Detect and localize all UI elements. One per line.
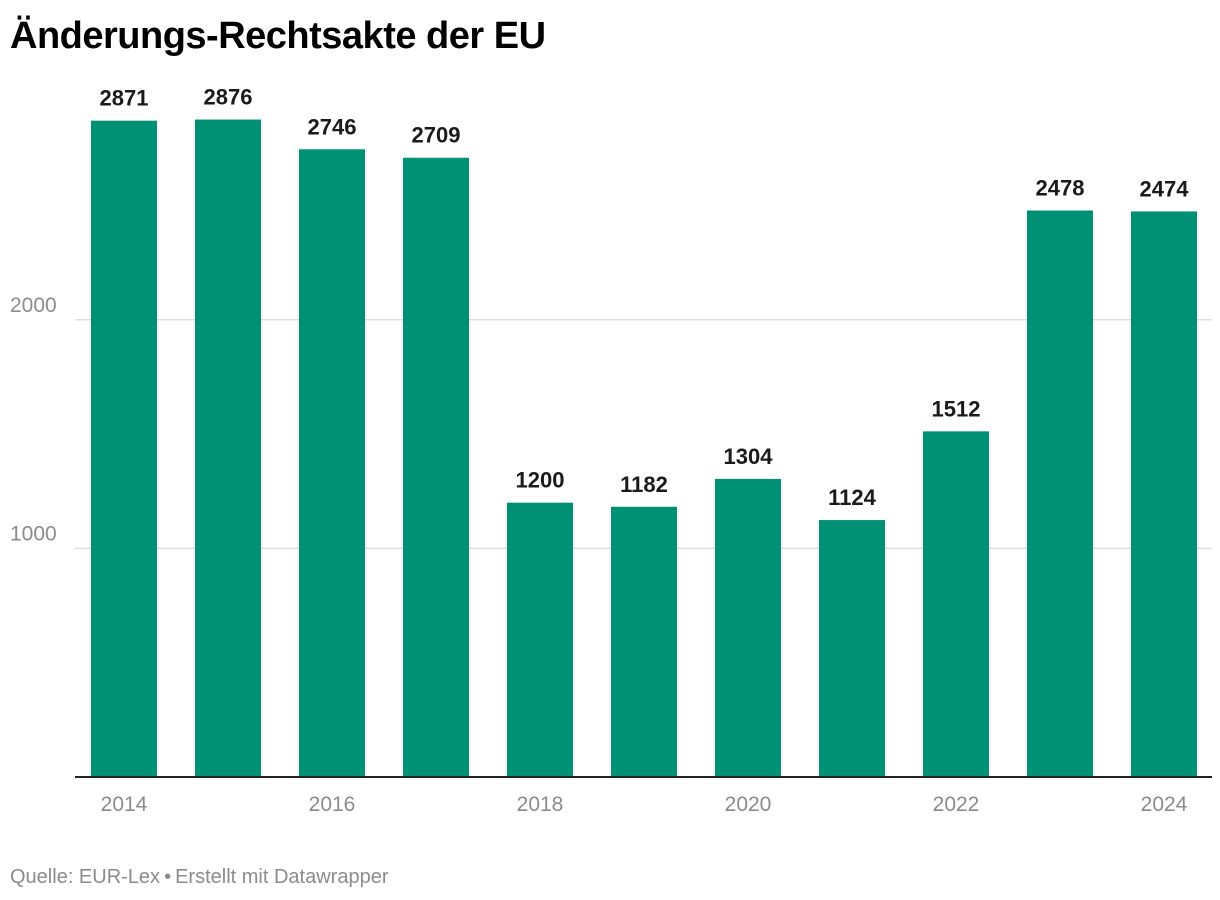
y-tick-label-1000: 1000 bbox=[10, 522, 57, 545]
bar-2016 bbox=[299, 149, 365, 777]
y-tick-label-2000: 2000 bbox=[10, 294, 57, 317]
bar-2017 bbox=[403, 157, 469, 777]
x-axis-ticks: 2014 2016 2018 2020 2022 2024 bbox=[101, 793, 1188, 816]
x-tick-label-2024: 2024 bbox=[1141, 793, 1188, 816]
data-labels: 2871 2876 2746 2709 1200 1182 1304 1124 1512 2478… bbox=[100, 85, 1190, 511]
data-label-2019: 1182 bbox=[620, 472, 668, 497]
bars bbox=[91, 119, 1197, 778]
bar-2014 bbox=[91, 120, 157, 778]
data-label-2017: 2709 bbox=[412, 123, 461, 148]
x-tick-label-2014: 2014 bbox=[101, 793, 148, 816]
x-tick-label-2018: 2018 bbox=[517, 793, 564, 816]
data-label-2018: 1200 bbox=[516, 468, 565, 493]
bar-2015 bbox=[195, 119, 261, 778]
bar-2021 bbox=[819, 520, 885, 777]
bar-2019 bbox=[611, 506, 677, 777]
data-label-2020: 1304 bbox=[724, 444, 774, 469]
data-label-2021: 1124 bbox=[828, 485, 876, 510]
bar-2018 bbox=[507, 502, 573, 777]
source-text: Quelle: EUR-Lex bbox=[10, 866, 161, 888]
data-label-2014: 2871 bbox=[100, 86, 149, 111]
credit-text: Erstellt mit Datawrapper bbox=[175, 866, 389, 888]
x-tick-label-2022: 2022 bbox=[933, 793, 980, 816]
bar-2024 bbox=[1131, 211, 1197, 777]
bar-2023 bbox=[1027, 210, 1093, 778]
data-label-2023: 2478 bbox=[1036, 176, 1085, 201]
data-label-2015: 2876 bbox=[204, 85, 253, 110]
data-label-2022: 1512 bbox=[932, 396, 981, 421]
data-label-2024: 2474 bbox=[1140, 176, 1190, 201]
bar-2020 bbox=[715, 478, 781, 777]
x-tick-label-2020: 2020 bbox=[725, 793, 772, 816]
x-tick-label-2016: 2016 bbox=[309, 793, 356, 816]
bar-chart: 1000 2000 2871 2876 2746 2709 1200 1182 1304 112… bbox=[10, 85, 1212, 816]
data-label-2016: 2746 bbox=[308, 114, 357, 139]
footer-separator: • bbox=[164, 866, 172, 888]
bar-2022 bbox=[923, 431, 989, 777]
chart-title: Änderungs-Rechtsakte der EU bbox=[10, 15, 546, 57]
footer: Quelle: EUR-Lex • Erstellt mit Datawrapper bbox=[10, 864, 388, 890]
